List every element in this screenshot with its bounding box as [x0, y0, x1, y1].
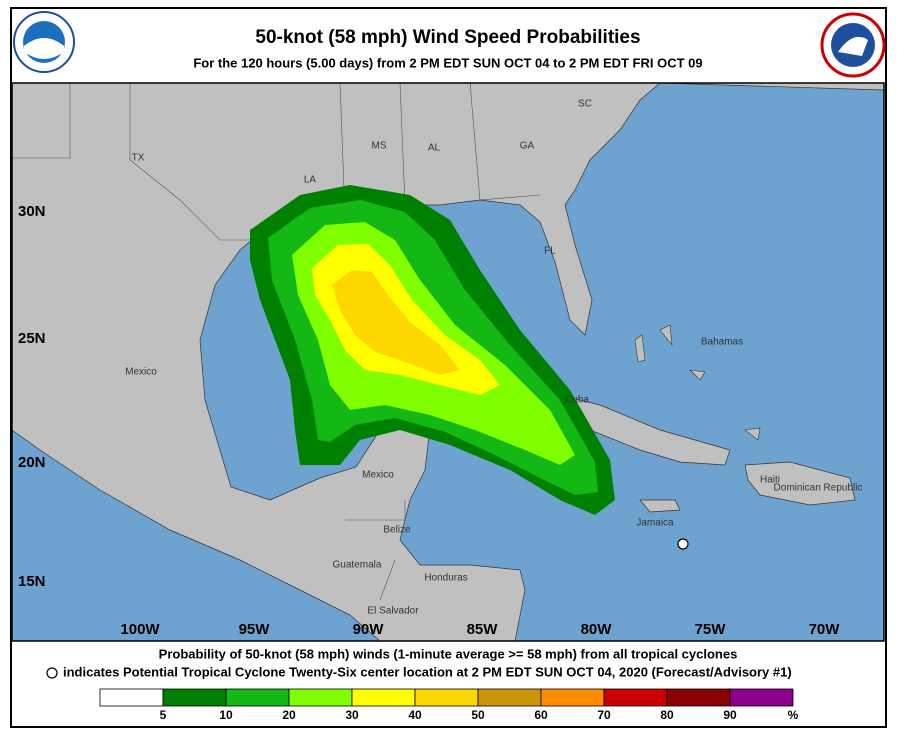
legend-swatch — [603, 688, 668, 707]
storm-center — [677, 538, 689, 550]
center-symbol — [46, 667, 58, 679]
legend-swatch — [351, 688, 416, 707]
place-label: Mexico — [125, 367, 157, 378]
place-label: Dominican Republic — [774, 483, 863, 494]
lat-label: 20N — [18, 454, 46, 471]
hispaniola — [744, 461, 856, 506]
nws-logo — [820, 12, 886, 78]
lat-label: 15N — [18, 573, 46, 590]
lon-label: 90W — [353, 621, 385, 638]
lon-label: 95W — [239, 621, 271, 638]
place-label: Cuba — [565, 395, 589, 406]
legend-label: 90 — [723, 708, 737, 722]
lon-label: 70W — [809, 621, 841, 638]
legend-unit: % — [788, 708, 799, 722]
place-label: GA — [520, 141, 535, 152]
probability-contours — [250, 185, 615, 515]
place-label: MS — [372, 141, 387, 152]
contour — [332, 270, 460, 375]
legend: 5 10 20 30 40 50 60 70 80 90% — [99, 688, 799, 722]
map-labels: 30N 25N 20N 15N 100W 95W 90W 85W 80W 75W 70W TX LA MS… — [18, 99, 862, 638]
legend-label: 40 — [408, 708, 422, 722]
land — [12, 83, 884, 641]
lon-label: 75W — [695, 621, 727, 638]
legend-label: 50 — [471, 708, 485, 722]
legend-swatch — [666, 688, 731, 707]
legend-label: 60 — [534, 708, 548, 722]
noaa-logo — [13, 11, 75, 73]
place-label: El Salvador — [367, 606, 419, 617]
place-label: Haiti — [760, 475, 780, 486]
place-label: Mexico — [362, 470, 394, 481]
place-label: FL — [544, 246, 556, 257]
legend-swatch — [729, 688, 794, 707]
place-label: Guatemala — [333, 560, 382, 571]
place-label: SC — [578, 99, 592, 110]
legend-swatch — [225, 688, 290, 707]
bahamas — [634, 324, 761, 441]
title: 50-knot (58 mph) Wind Speed Probabilitie… — [255, 27, 640, 48]
place-label: Jamaica — [636, 518, 674, 529]
legend-swatch — [288, 688, 353, 707]
legend-swatch — [477, 688, 542, 707]
legend-label: 5 — [160, 708, 167, 722]
map: 30N 25N 20N 15N 100W 95W 90W 85W 80W 75W 70W TX LA MS… — [12, 83, 884, 641]
lat-label: 25N — [18, 330, 46, 347]
place-label: Bahamas — [701, 337, 743, 348]
footer-line1: Probability of 50-knot (58 mph) winds (1… — [159, 646, 738, 661]
legend-swatch — [99, 688, 164, 707]
legend-label: 30 — [345, 708, 359, 722]
lon-label: 100W — [120, 621, 160, 638]
legend-label: 10 — [219, 708, 233, 722]
lon-label: 80W — [581, 621, 613, 638]
legend-swatch — [162, 688, 227, 707]
legend-label: 20 — [282, 708, 296, 722]
frame — [10, 7, 887, 728]
jamaica — [639, 499, 681, 513]
subtitle: For the 120 hours (5.00 days) from 2 PM … — [193, 55, 702, 70]
lat-label: 30N — [18, 203, 46, 220]
place-label: Honduras — [424, 573, 467, 584]
footer-line2: indicates Potential Tropical Cyclone Twe… — [63, 664, 792, 679]
legend-label: 70 — [597, 708, 611, 722]
legend-label: 80 — [660, 708, 674, 722]
place-label: Belize — [383, 525, 411, 536]
legend-swatch — [540, 688, 605, 707]
place-label: AL — [428, 143, 441, 154]
place-label: LA — [304, 175, 317, 186]
lon-label: 85W — [467, 621, 499, 638]
place-label: TX — [132, 153, 145, 164]
legend-swatch — [414, 688, 479, 707]
map-frame — [11, 82, 885, 642]
